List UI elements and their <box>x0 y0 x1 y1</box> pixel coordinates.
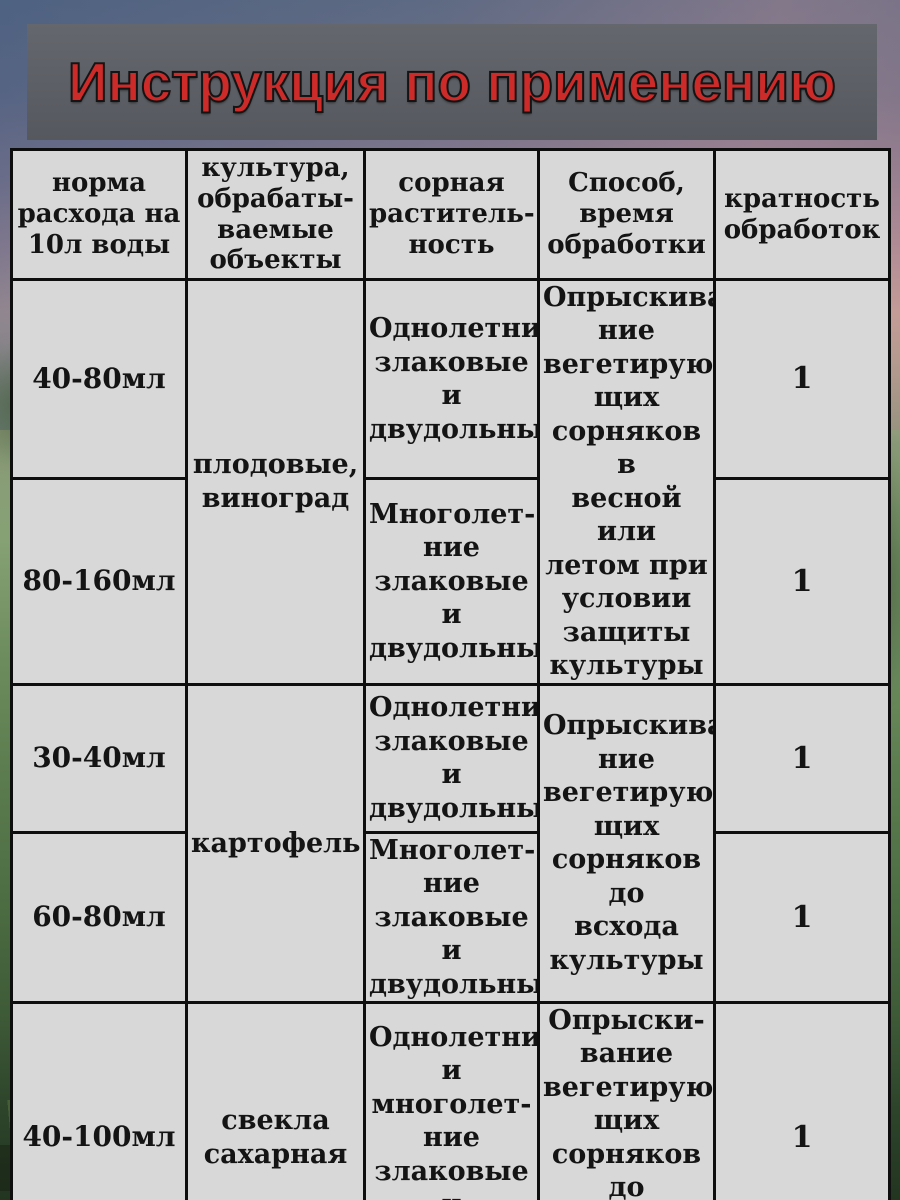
frequency-cell: 1 <box>713 682 891 834</box>
weeds-cell: Однолетние и многолет- ние злаковые и дв… <box>363 1000 540 1200</box>
table-row: 30-40мл картофель Однолетние злаковые и … <box>10 682 891 1004</box>
page-title: Инструкция по применению <box>67 50 837 114</box>
crop-cell: свекла сахарная <box>185 1000 366 1200</box>
table-row: 60-80мл Многолет- ние злаковые и двудоль… <box>10 830 891 1004</box>
header-frequency: кратность обработок <box>713 148 891 281</box>
weeds-cell: Однолетние злаковые и двудольные <box>363 277 540 481</box>
header-weeds: сорная раститель- ность <box>363 148 540 281</box>
weeds-cell: Многолет- ние злаковые и двудольные <box>363 477 540 686</box>
table-row: 80-160мл Многолет- ние злаковые и двудол… <box>10 477 891 686</box>
rate-cell: 60-80мл <box>10 830 188 1004</box>
header-crop: культура, обрабаты- ваемые объекты <box>185 148 366 281</box>
title-banner: Инструкция по применению <box>27 24 877 140</box>
rate-cell: 40-100мл <box>10 1000 188 1200</box>
method-cell: Опрыскива ние вегетирую щих сорняков до … <box>537 682 716 1004</box>
frequency-cell: 1 <box>713 1000 891 1200</box>
weeds-cell: Однолетние злаковые и двудольные <box>363 682 540 834</box>
table-row: 40-80мл плодовые, виноград Однолетние зл… <box>10 277 891 686</box>
crop-cell: плодовые, виноград <box>185 278 366 686</box>
rate-cell: 40-80мл <box>10 277 188 481</box>
frequency-cell: 1 <box>713 277 891 481</box>
instructions-table: норма расхода на 10л воды культура, обра… <box>10 148 891 1200</box>
table-row: 40-100мл свекла сахарная Однолетние и мн… <box>10 1000 891 1200</box>
crop-cell: картофель <box>185 682 366 1004</box>
method-cell: Опрыскива ние вегетирую щих сорняков в в… <box>537 278 716 686</box>
header-rate: норма расхода на 10л воды <box>10 148 188 281</box>
header-method: Способ, время обработки <box>537 148 716 281</box>
frequency-cell: 1 <box>713 477 891 686</box>
method-cell: Опрыски- вание вегетирую- щих сорняков д… <box>537 1000 716 1200</box>
rate-cell: 80-160мл <box>10 477 188 686</box>
weeds-cell: Многолет- ние злаковые и двудольные <box>363 830 540 1004</box>
header-row: норма расхода на 10л воды культура, обра… <box>10 148 891 281</box>
rate-cell: 30-40мл <box>10 682 188 834</box>
frequency-cell: 1 <box>713 830 891 1004</box>
